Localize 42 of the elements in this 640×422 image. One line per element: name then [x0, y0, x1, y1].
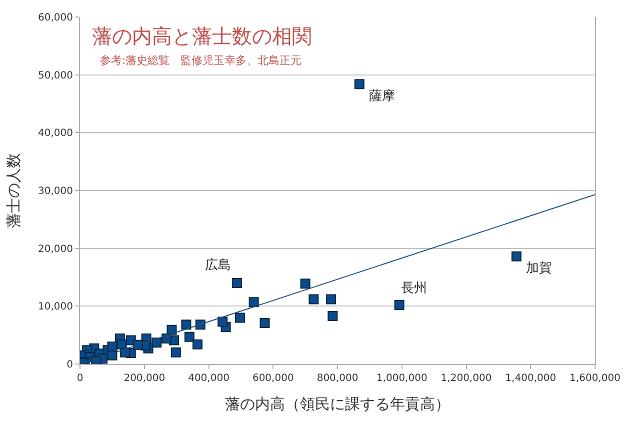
point	[184, 332, 194, 342]
point	[248, 297, 259, 308]
x-tick-label: 0	[76, 373, 84, 384]
text: 参考:藩史総覧 監修児玉幸多、北島正元	[100, 54, 302, 67]
point	[107, 342, 118, 352]
y-tick-label: 20,000	[38, 244, 73, 255]
x-axis-title: 藩の内高（領民に課する年貢高）	[225, 395, 450, 413]
annotation: 薩摩	[369, 89, 395, 104]
y-tick-label: 50,000	[38, 70, 73, 82]
point	[354, 79, 364, 90]
y-tick-label: 40,000	[38, 128, 73, 140]
annotation: 長州	[401, 281, 427, 296]
point	[326, 294, 336, 304]
y-axis-title: 藩士の人数	[4, 153, 22, 228]
y-tick-label: 30,000	[38, 186, 73, 197]
point	[181, 320, 192, 330]
point	[116, 339, 127, 350]
point	[260, 318, 270, 328]
point	[394, 300, 404, 310]
x-tick-label: 1,600,000	[570, 373, 620, 384]
point	[218, 316, 228, 327]
x-tick-label: 1,400,000	[505, 373, 556, 384]
y-tick-label: 0	[66, 360, 73, 370]
x-tick-label: 200,000	[124, 373, 166, 384]
chart-title: 藩の内高と藩士数の相関	[92, 24, 312, 48]
x-tick-label: 600,000	[252, 373, 294, 384]
y-tick-label: 60,000	[38, 12, 73, 24]
point	[308, 294, 319, 304]
point	[328, 311, 338, 321]
x-tick-label: 800,000	[316, 373, 358, 384]
point	[232, 278, 242, 288]
point	[234, 312, 245, 323]
x-tick-label: 1,200,000	[440, 373, 492, 384]
point	[511, 251, 522, 262]
annotation: 広島	[205, 257, 231, 273]
point	[170, 347, 181, 358]
point	[300, 278, 310, 289]
y-tick-label: 10,000	[38, 302, 73, 313]
x-tick-label: 400,000	[188, 373, 230, 384]
x-tick-label: 1,000,000	[376, 373, 428, 384]
point	[192, 339, 202, 350]
annotation: 加賀	[526, 261, 552, 276]
